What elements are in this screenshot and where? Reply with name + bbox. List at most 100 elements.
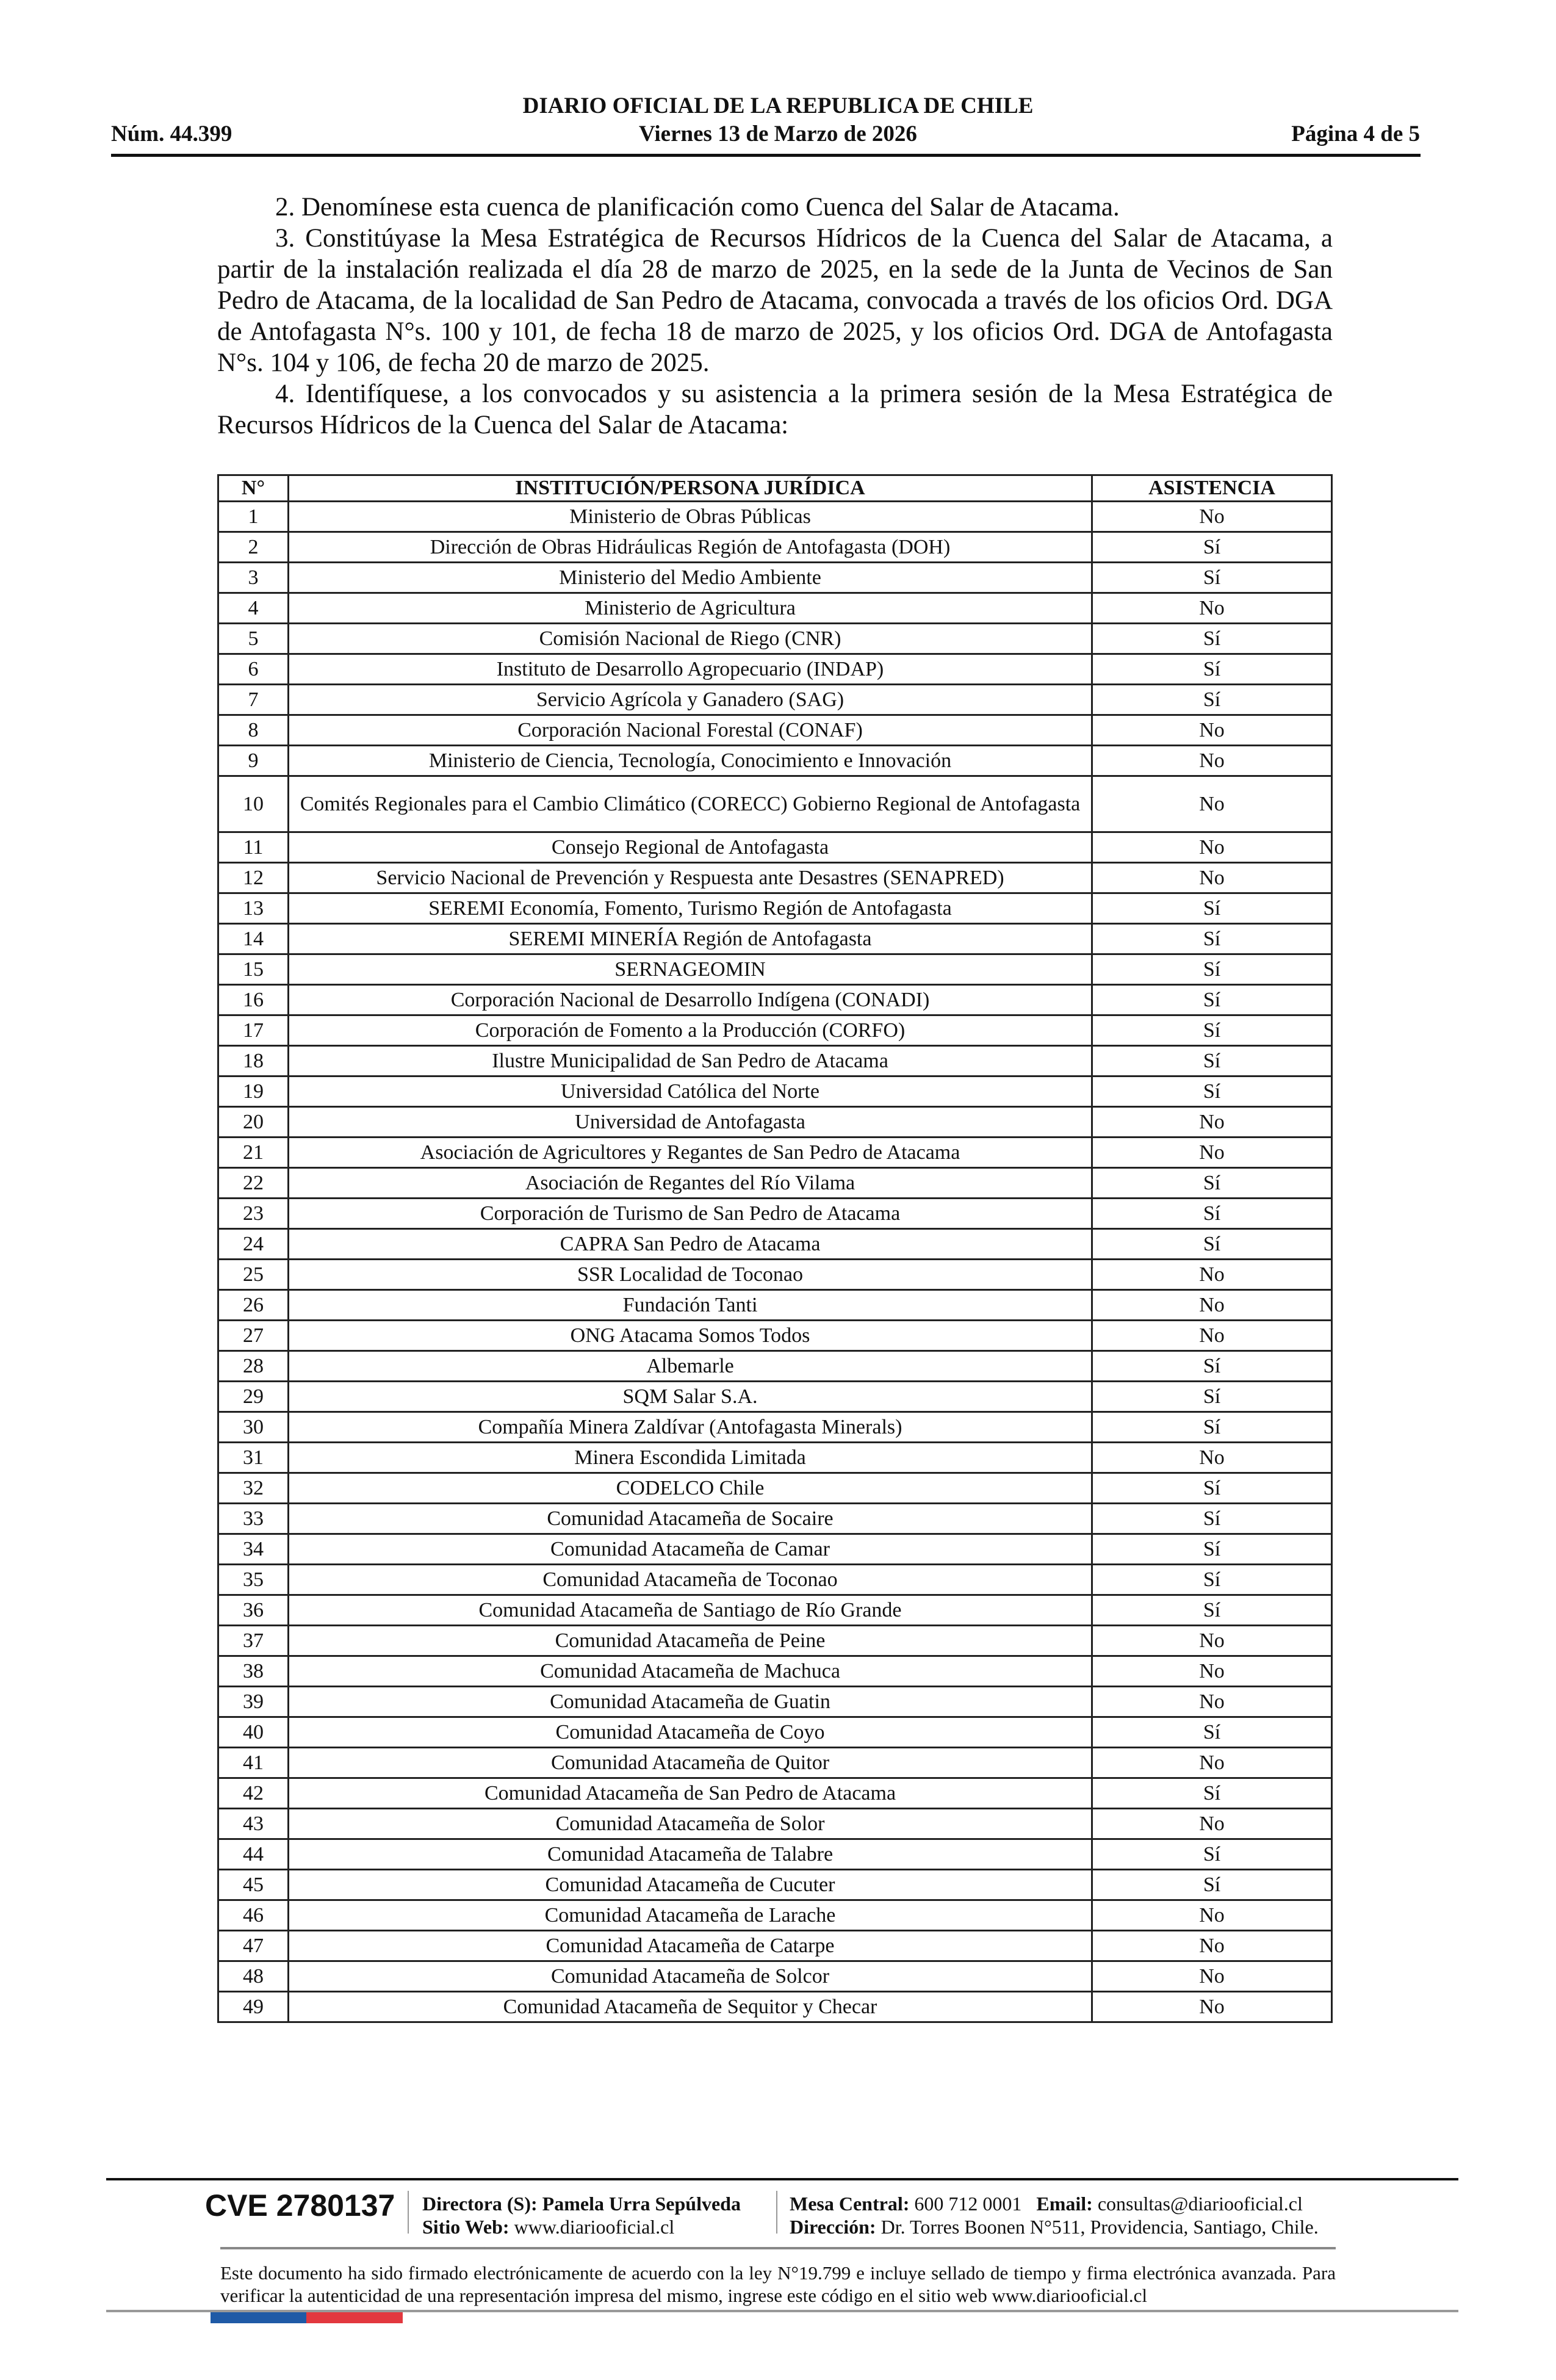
cve-code: CVE 2780137 (205, 2188, 395, 2223)
phone-label: Mesa Central: (790, 2193, 910, 2215)
row-number: 15 (217, 953, 289, 986)
institution-name: Instituto de Desarrollo Agropecuario (IN… (287, 653, 1093, 685)
institution-name: Comunidad Atacameña de Solor (287, 1808, 1093, 1840)
table-row: 20 Universidad de Antofagasta No (217, 1106, 1333, 1138)
institution-name: Comités Regionales para el Cambio Climát… (287, 775, 1093, 833)
table-row: 16 Corporación Nacional de Desarrollo Ind… (217, 984, 1333, 1016)
footer-director-block: Directora (S): Pamela Urra Sepúlveda Sit… (422, 2192, 741, 2238)
paragraph-4: 4. Identifíquese, a los convocados y su … (217, 380, 1333, 439)
table-row: 31 Minera Escondida Limitada No (217, 1441, 1333, 1474)
address-label: Dirección: (790, 2216, 876, 2238)
attendance-value: No (1091, 1319, 1333, 1352)
table-row: 43 Comunidad Atacameña de Solor No (217, 1808, 1333, 1840)
table-row: 35 Comunidad Atacameña de Toconao Sí (217, 1563, 1333, 1596)
institution-name: Comunidad Atacameña de Solcor (287, 1960, 1093, 1992)
row-number: 3 (217, 561, 289, 594)
website-link[interactable]: www.diariooficial.cl (514, 2216, 675, 2238)
website-label: Sitio Web: (422, 2216, 510, 2238)
footer-contact-block: Mesa Central: 600 712 0001 Email: consul… (790, 2192, 1319, 2238)
phone-number: 600 712 0001 (914, 2193, 1022, 2215)
table-row: 2 Dirección de Obras Hidráulicas Región d… (217, 531, 1333, 563)
email-label: Email: (1036, 2193, 1093, 2215)
table-row: 23 Corporación de Turismo de San Pedro de… (217, 1197, 1333, 1230)
table-row: 25 SSR Localidad de Toconao No (217, 1258, 1333, 1291)
row-number: 38 (217, 1655, 289, 1687)
table-row: 47 Comunidad Atacameña de Catarpe No (217, 1930, 1333, 1962)
attendance-value: Sí (1091, 1167, 1333, 1199)
table-row: 12 Servicio Nacional de Prevención y Resp… (217, 862, 1333, 894)
institution-name: Comunidad Atacameña de San Pedro de Atac… (287, 1777, 1093, 1809)
row-number: 42 (217, 1777, 289, 1809)
row-number: 6 (217, 653, 289, 685)
institution-name: Servicio Nacional de Prevención y Respue… (287, 862, 1093, 894)
table-header-row: N° INSTITUCIÓN/PERSONA JURÍDICA ASISTENC… (217, 474, 1333, 502)
header-divider (111, 154, 1421, 157)
column-header-attendance: ASISTENCIA (1091, 474, 1333, 502)
attendance-value: Sí (1091, 1472, 1333, 1504)
attendance-value: Sí (1091, 892, 1333, 925)
institution-name: Ilustre Municipalidad de San Pedro de At… (287, 1045, 1093, 1077)
attendance-table: N° INSTITUCIÓN/PERSONA JURÍDICA ASISTENC… (217, 474, 1333, 2023)
attendance-value: No (1091, 1441, 1333, 1474)
row-number: 35 (217, 1563, 289, 1596)
institution-name: Comunidad Atacameña de Machuca (287, 1655, 1093, 1687)
institution-name: Corporación Nacional de Desarrollo Indíg… (287, 984, 1093, 1016)
attendance-value: Sí (1091, 984, 1333, 1016)
row-number: 21 (217, 1136, 289, 1169)
table-row: 22 Asociación de Regantes del Río Vilama S… (217, 1167, 1333, 1199)
flag-stripe-blue (211, 2312, 306, 2323)
attendance-value: No (1091, 1655, 1333, 1687)
attendance-value: No (1091, 1930, 1333, 1962)
newspaper-title: DIARIO OFICIAL DE LA REPUBLICA DE CHILE (522, 93, 1034, 118)
attendance-value: Sí (1091, 531, 1333, 563)
issue-number: Núm. 44.399 (111, 121, 232, 146)
row-number: 8 (217, 714, 289, 746)
attendance-value: No (1091, 745, 1333, 777)
table-row: 36 Comunidad Atacameña de Santiago de Río… (217, 1594, 1333, 1626)
row-number: 18 (217, 1045, 289, 1077)
table-row: 21 Asociación de Agricultores y Regantes … (217, 1136, 1333, 1169)
row-number: 48 (217, 1960, 289, 1992)
attendance-value: Sí (1091, 653, 1333, 685)
attendance-value: No (1091, 1686, 1333, 1718)
attendance-value: No (1091, 1289, 1333, 1321)
row-number: 36 (217, 1594, 289, 1626)
institution-name: Corporación de Fomento a la Producción (… (287, 1014, 1093, 1047)
table-row: 48 Comunidad Atacameña de Solcor No (217, 1960, 1333, 1992)
attendance-value: Sí (1091, 1045, 1333, 1077)
table-row: 18 Ilustre Municipalidad de San Pedro de … (217, 1045, 1333, 1077)
footer-divider (106, 2178, 1458, 2180)
row-number: 44 (217, 1838, 289, 1870)
row-number: 39 (217, 1686, 289, 1718)
flag-stripe-red (306, 2312, 403, 2323)
table-row: 17 Corporación de Fomento a la Producción… (217, 1014, 1333, 1047)
attendance-value: Sí (1091, 1350, 1333, 1382)
row-number: 12 (217, 862, 289, 894)
institution-name: Universidad Católica del Norte (287, 1075, 1093, 1108)
institution-name: SERNAGEOMIN (287, 953, 1093, 986)
institution-name: SEREMI MINERÍA Región de Antofagasta (287, 923, 1093, 955)
attendance-value: No (1091, 1899, 1333, 1931)
institution-name: Comunidad Atacameña de Santiago de Río G… (287, 1594, 1093, 1626)
table-row: 37 Comunidad Atacameña de Peine No (217, 1625, 1333, 1657)
row-number: 25 (217, 1258, 289, 1291)
table-row: 32 CODELCO Chile Sí (217, 1472, 1333, 1504)
row-number: 19 (217, 1075, 289, 1108)
attendance-value: Sí (1091, 1777, 1333, 1809)
institution-name: Dirección de Obras Hidráulicas Región de… (287, 531, 1093, 563)
table-row: 46 Comunidad Atacameña de Larache No (217, 1899, 1333, 1931)
row-number: 10 (217, 775, 289, 833)
table-row: 27 ONG Atacama Somos Todos No (217, 1319, 1333, 1352)
row-number: 22 (217, 1167, 289, 1199)
attendance-value: No (1091, 1991, 1333, 2023)
table-row: 28 Albemarle Sí (217, 1350, 1333, 1382)
row-number: 33 (217, 1502, 289, 1535)
email-link[interactable]: consultas@diariooficial.cl (1097, 2193, 1303, 2215)
attendance-value: No (1091, 1625, 1333, 1657)
attendance-value: Sí (1091, 1014, 1333, 1047)
table-row: 41 Comunidad Atacameña de Quitor No (217, 1747, 1333, 1779)
attendance-value: Sí (1091, 1533, 1333, 1565)
table-row: 15 SERNAGEOMIN Sí (217, 953, 1333, 986)
attendance-value: Sí (1091, 1563, 1333, 1596)
institution-name: Corporación Nacional Forestal (CONAF) (287, 714, 1093, 746)
